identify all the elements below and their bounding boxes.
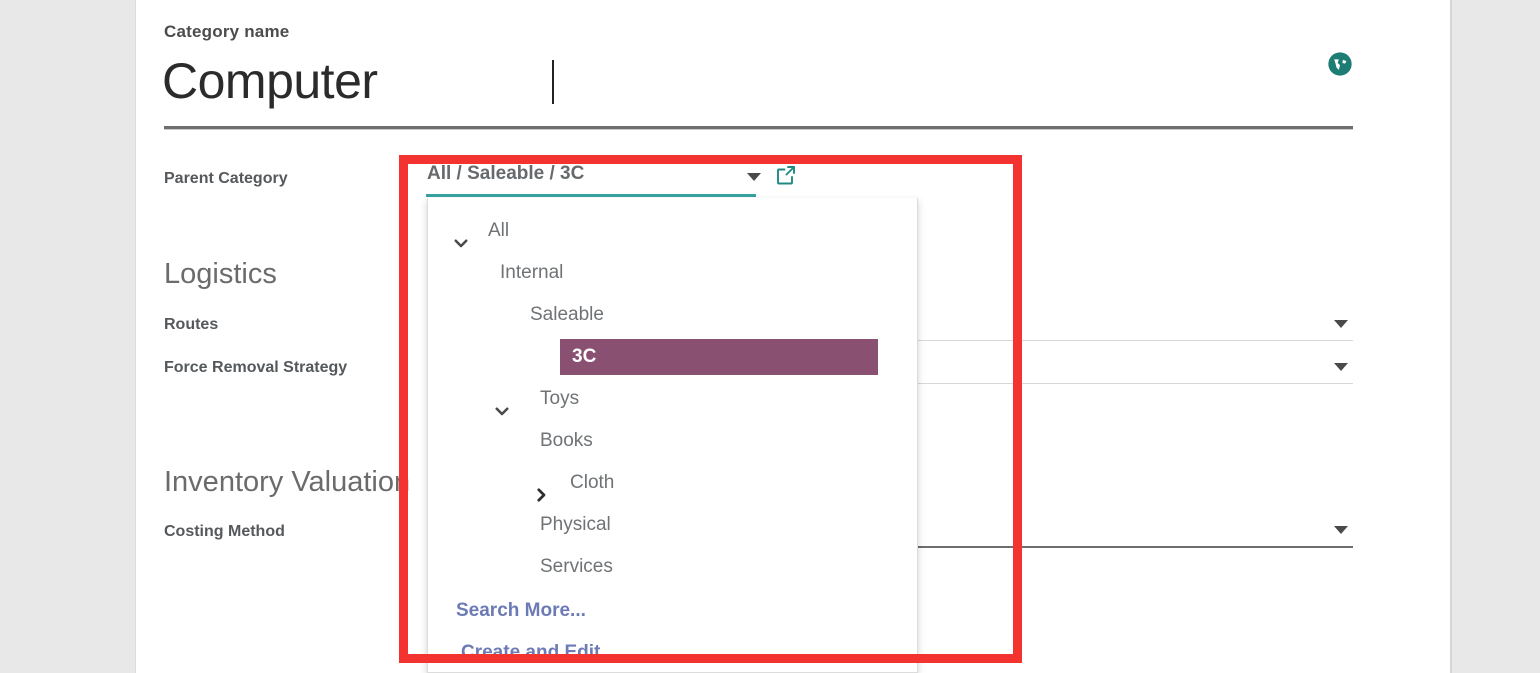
right-gutter	[1452, 0, 1540, 673]
dropdown-item-label: 3C	[560, 339, 878, 375]
force-removal-strategy-dropdown-caret-icon[interactable]	[1334, 363, 1348, 371]
chevron-down-icon[interactable]	[747, 173, 761, 181]
parent-category-underline	[426, 194, 756, 197]
title-underline	[164, 126, 1353, 130]
force-removal-strategy-field[interactable]	[566, 383, 1353, 384]
costing-method-label: Costing Method	[164, 523, 285, 540]
dropdown-item-label: Physical	[540, 514, 611, 535]
dropdown-item-label: Books	[540, 430, 593, 451]
costing-method-dropdown-caret-icon[interactable]	[1334, 526, 1348, 534]
dropdown-item-label: Services	[540, 556, 613, 577]
force-removal-strategy-label: Force Removal Strategy	[164, 359, 348, 376]
dropdown-item-label: All	[488, 220, 510, 241]
routes-dropdown-caret-icon[interactable]	[1334, 320, 1348, 328]
chevron-down-icon[interactable]	[493, 402, 511, 420]
dropdown-item-label: Internal	[500, 262, 564, 283]
dropdown-item-toys[interactable]: Toys	[428, 378, 917, 420]
dropdown-item-3c[interactable]: 3C	[428, 336, 917, 502]
form-page: Category name Computer Parent Category A…	[135, 0, 1452, 673]
dropdown-item-label: Toys	[540, 388, 580, 409]
globe-icon[interactable]	[1326, 50, 1354, 78]
parent-category-dropdown-panel[interactable]: All Internal Saleable 3C Toys Books	[427, 198, 918, 673]
create-and-edit-link[interactable]: Create and Edit...	[428, 632, 917, 672]
dropdown-item-internal[interactable]: Internal	[428, 252, 917, 294]
category-name-label: Category name	[164, 22, 290, 41]
create-and-edit-label: Create and Edit...	[461, 642, 617, 663]
section-heading-inventory-valuation: Inventory Valuation	[164, 466, 411, 498]
routes-label: Routes	[164, 316, 219, 333]
costing-method-field[interactable]	[566, 546, 1353, 548]
dropdown-item-services[interactable]: Services	[428, 546, 917, 588]
chevron-down-icon[interactable]	[452, 234, 470, 252]
section-heading-logistics: Logistics	[164, 258, 277, 290]
external-link-icon[interactable]	[774, 163, 798, 187]
text-cursor	[552, 60, 554, 104]
dropdown-item-all[interactable]: All	[428, 210, 917, 252]
dropdown-item-label: Cloth	[570, 472, 615, 493]
dropdown-item-cloth[interactable]: Cloth	[428, 462, 917, 504]
dropdown-item-books[interactable]: Books	[428, 420, 917, 462]
parent-category-label: Parent Category	[164, 170, 288, 187]
dropdown-item-saleable[interactable]: Saleable	[428, 294, 917, 416]
dropdown-item-physical[interactable]: Physical	[428, 504, 917, 546]
routes-field[interactable]	[566, 340, 1353, 341]
dropdown-item-label: Saleable	[530, 304, 604, 325]
chevron-right-icon[interactable]	[532, 486, 550, 504]
search-more-link[interactable]: Search More...	[428, 590, 917, 632]
parent-category-input[interactable]: All / Saleable / 3C	[427, 163, 585, 184]
search-more-label: Search More...	[456, 600, 586, 621]
category-title-input[interactable]: Computer	[162, 53, 378, 109]
